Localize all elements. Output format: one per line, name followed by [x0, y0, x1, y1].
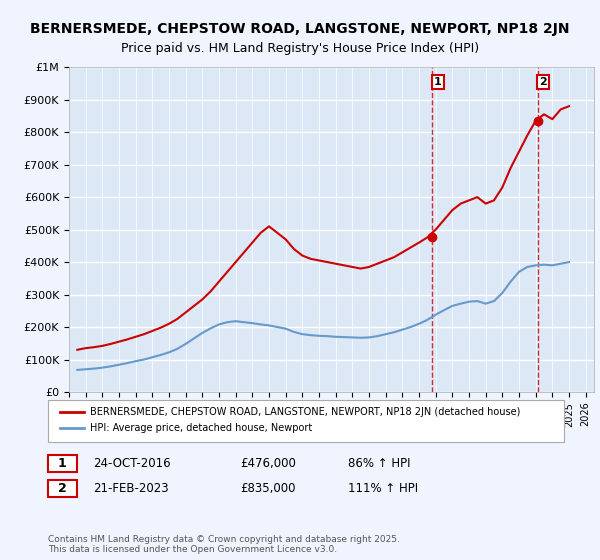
Text: 24-OCT-2016: 24-OCT-2016: [93, 457, 170, 470]
Text: 1: 1: [434, 77, 442, 87]
Text: 1: 1: [58, 457, 67, 470]
Text: BERNERSMEDE, CHEPSTOW ROAD, LANGSTONE, NEWPORT, NP18 2JN: BERNERSMEDE, CHEPSTOW ROAD, LANGSTONE, N…: [30, 22, 570, 36]
Text: 2: 2: [539, 77, 547, 87]
Text: £835,000: £835,000: [240, 482, 296, 496]
Text: 86% ↑ HPI: 86% ↑ HPI: [348, 457, 410, 470]
Text: 2: 2: [58, 482, 67, 496]
Text: Price paid vs. HM Land Registry's House Price Index (HPI): Price paid vs. HM Land Registry's House …: [121, 42, 479, 55]
Text: 111% ↑ HPI: 111% ↑ HPI: [348, 482, 418, 496]
Text: HPI: Average price, detached house, Newport: HPI: Average price, detached house, Newp…: [90, 423, 312, 433]
Text: £476,000: £476,000: [240, 457, 296, 470]
Text: 21-FEB-2023: 21-FEB-2023: [93, 482, 169, 496]
Text: Contains HM Land Registry data © Crown copyright and database right 2025.
This d: Contains HM Land Registry data © Crown c…: [48, 535, 400, 554]
Text: BERNERSMEDE, CHEPSTOW ROAD, LANGSTONE, NEWPORT, NP18 2JN (detached house): BERNERSMEDE, CHEPSTOW ROAD, LANGSTONE, N…: [90, 407, 520, 417]
